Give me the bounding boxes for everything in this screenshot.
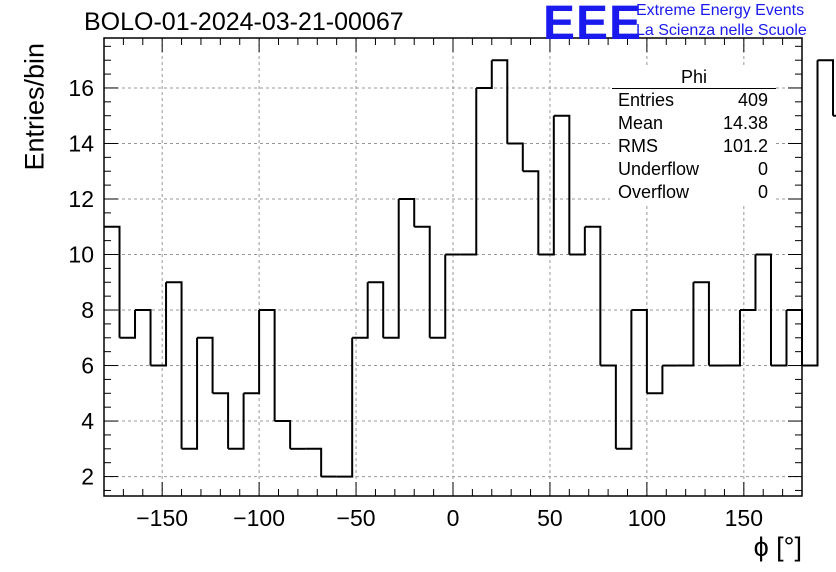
histogram-bin [274,420,292,449]
histogram-bin [646,365,664,395]
y-tick-label: 12 [68,186,94,212]
y-axis-label: Entries/bin [19,42,50,171]
histogram-bin [615,310,633,450]
histogram-bin [398,197,416,227]
eee-logo: EEE [543,0,643,50]
histogram-bin [181,337,199,450]
y-tick-label: 4 [81,408,94,434]
histogram-bin [522,170,540,255]
stats-value: 14.38 [722,113,768,133]
stats-value: 101.2 [722,136,768,156]
histogram-bin [770,310,788,367]
histogram-bin [259,309,276,422]
stats-box: Phi Entries 409 Mean 14.38 RMS 101.2 Und… [610,66,776,204]
stats-row: Underflow 0 [610,158,776,181]
histogram-bin [600,364,617,449]
x-tick-label: 50 [537,505,563,531]
stats-label: Entries [618,90,675,110]
histogram-bin [584,225,602,366]
y-tick-label: 8 [81,297,94,323]
histogram-bin [693,281,710,366]
x-axis-label: ϕ [°] [753,532,802,562]
stats-label: Overflow [618,182,690,202]
x-axis-ticks: −150 −100 −50 0 50 100 150 [103,38,803,531]
y-tick-label: 14 [68,130,94,156]
histogram-bin [739,254,757,312]
histogram-bin [367,281,385,338]
histogram-bin [491,59,509,144]
histogram-bin [352,282,369,339]
logo-line-2: La Scienza nelle Scuole [636,22,807,39]
histogram-bin [135,309,152,366]
stats-label: Mean [618,113,664,133]
y-axis-ticks: 2 4 6 8 10 12 14 16 [68,45,802,491]
histogram-bins [104,59,836,478]
histogram-bin [755,253,772,366]
histogram-bin [817,59,835,116]
histogram-bin [305,447,323,477]
histogram-bin [538,115,555,256]
histogram-bin [802,60,819,367]
plot-title: BOLO-01-2024-03-21-00067 [84,8,404,36]
stats-value: 0 [757,159,768,179]
histogram-bin [631,309,648,394]
histogram-bin [507,142,524,172]
y-tick-label: 2 [81,464,94,490]
histogram-bin [166,281,183,449]
histogram-bin [724,310,741,367]
histogram-bin [476,60,493,89]
stats-row: Entries 409 [610,89,776,112]
y-tick-label: 6 [81,353,94,379]
y-tick-label: 16 [68,75,94,101]
histogram-bin [119,310,137,339]
histogram-bin [212,392,230,449]
stats-value: 409 [737,90,768,110]
histogram-bin [414,225,431,338]
stats-value: 0 [757,182,768,202]
stats-label: Underflow [618,159,700,179]
stats-row: RMS 101.2 [610,135,776,158]
stats-row: Overflow 0 [610,181,776,204]
histogram-bin [569,226,586,256]
x-tick-label: −100 [233,505,285,531]
stats-row: Mean 14.38 [610,112,776,135]
histogram-bin [383,198,400,339]
stats-label: RMS [618,136,658,156]
histogram-bin [677,282,695,367]
histogram-bin [228,393,245,450]
x-tick-label: 150 [725,505,763,531]
histogram-bin [336,337,354,478]
histogram-bin [553,114,571,255]
x-tick-label: −150 [136,505,188,531]
histogram-bin [429,254,447,339]
x-tick-label: −50 [337,505,376,531]
histogram-bin [197,336,214,394]
y-tick-label: 10 [68,242,94,268]
stats-box-title: Phi [612,66,776,89]
x-tick-label: 100 [628,505,666,531]
histogram-bin [150,282,168,367]
histogram-bin [460,87,478,256]
histogram-bin [243,310,261,395]
logo-line-1: Extreme Energy Events [636,2,805,19]
x-tick-label: 0 [447,505,460,531]
